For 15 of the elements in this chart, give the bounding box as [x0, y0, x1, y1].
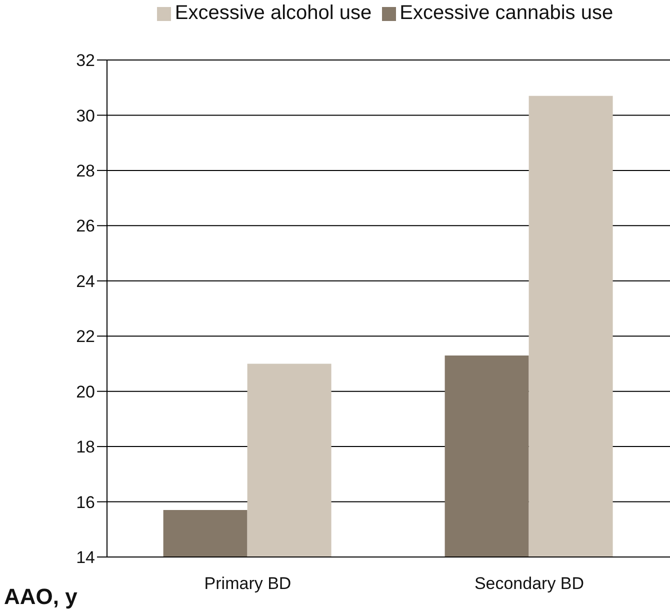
- y-tick-label: 30: [76, 106, 95, 126]
- y-tick-label: 18: [76, 438, 95, 457]
- y-tick-label: 28: [76, 161, 95, 180]
- legend-label: Excessive cannabis use: [400, 2, 614, 24]
- y-tick-label: 16: [76, 492, 95, 512]
- y-tick-label: 24: [76, 272, 95, 291]
- x-tick-label: Primary BD: [204, 574, 292, 594]
- legend-label: Excessive alcohol use: [174, 2, 372, 24]
- y-tick-label: 20: [76, 382, 95, 402]
- x-tick-label: Secondary BD: [474, 574, 584, 594]
- y-tick-label: 22: [76, 327, 95, 346]
- y-tick-label: 14: [76, 548, 95, 568]
- y-tick-label: 32: [76, 51, 95, 70]
- y-axis-title: AAO, y: [4, 584, 78, 610]
- y-tick-label: 26: [76, 216, 95, 236]
